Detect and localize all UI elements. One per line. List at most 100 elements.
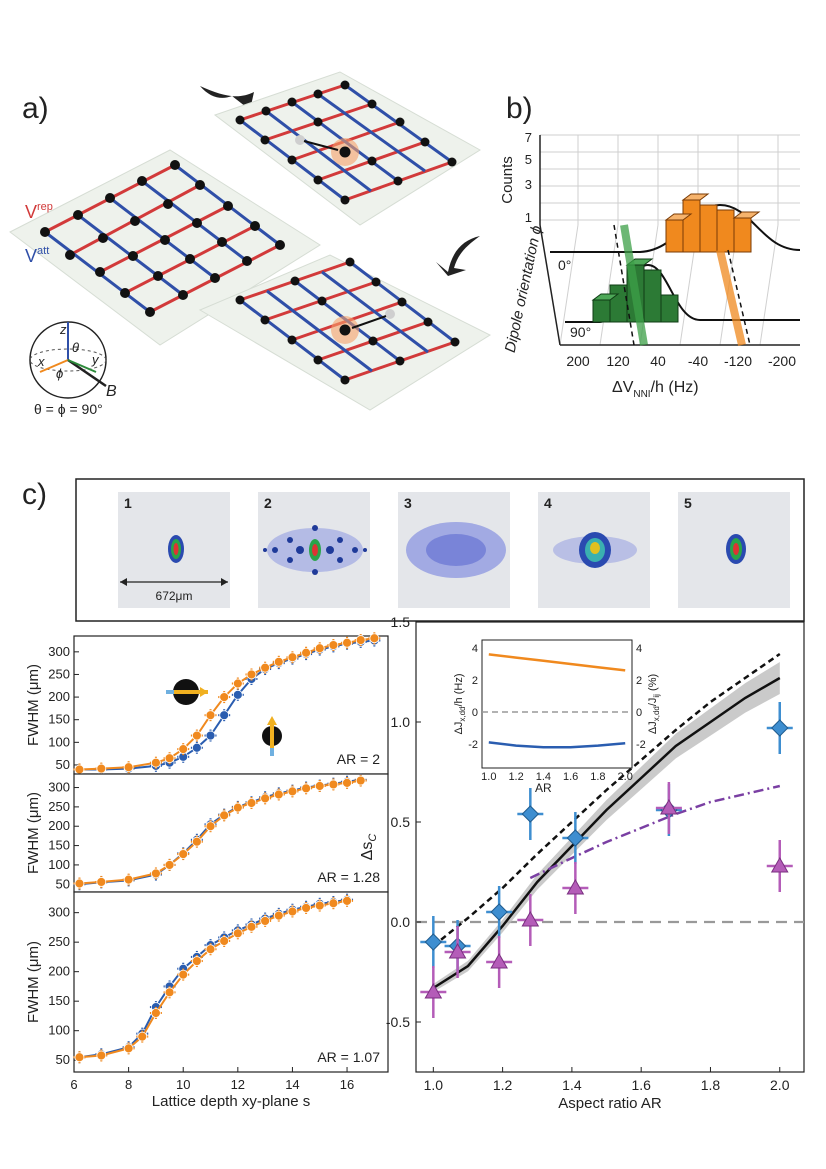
y-axis-label: FWHM (μm) — [25, 941, 42, 1023]
x-tick-label: 2.0 — [770, 1077, 790, 1093]
theory-line-dashed — [432, 652, 781, 947]
x-tick-label: 8 — [125, 1077, 132, 1092]
data-point — [219, 936, 230, 946]
count-tick: 3 — [525, 177, 532, 192]
plot-frame — [73, 773, 389, 893]
data-point — [191, 956, 202, 966]
x-axis-label: x — [37, 354, 45, 369]
y-tick-label: 0.0 — [391, 914, 411, 930]
inset-y-tick-right: 4 — [636, 643, 642, 655]
data-point — [178, 969, 189, 980]
data-point — [287, 906, 298, 917]
inset-frame — [481, 639, 633, 769]
y-axis-label: FWHM (μm) — [25, 792, 42, 874]
x-axis-label: Aspect ratio AR — [558, 1095, 662, 1112]
y-tick-label: 300 — [48, 644, 70, 659]
y-tick-label: 0.5 — [391, 814, 411, 830]
v-att-label: Vatt — [25, 245, 49, 266]
lattice-left — [9, 149, 321, 346]
data-point — [74, 764, 85, 775]
data-point — [123, 1043, 134, 1054]
data-point — [205, 730, 216, 741]
y-tick-label: 150 — [48, 838, 70, 853]
x-tick: -120 — [724, 353, 752, 369]
data-point — [164, 987, 175, 998]
data-point — [328, 898, 339, 909]
fwhm-plot-3: 50 100 150 200 250 300 FWHM (μm) AR = 1.07 6 8 10 1… — [25, 891, 389, 1110]
x-axis-label: Lattice depth xy-plane s — [152, 1093, 310, 1110]
inset-x-tick: 1.4 — [536, 771, 551, 783]
inset-x-tick: 1.2 — [508, 771, 523, 783]
count-tick: 1 — [525, 210, 532, 225]
data-point — [273, 910, 284, 921]
inset-y-label-right: ΔJx,dd/Jij (%) — [647, 674, 661, 734]
x-tick-label: 1.2 — [493, 1077, 513, 1093]
y-tick-label: 150 — [48, 993, 70, 1008]
data-point — [314, 643, 325, 654]
data-point — [219, 810, 230, 821]
inset-y-tick-right: -2 — [636, 739, 646, 751]
data-point — [191, 836, 202, 847]
y-tick-label: 150 — [48, 712, 70, 727]
x-tick-label: 1.0 — [424, 1077, 444, 1093]
y-tick-label: 300 — [48, 905, 70, 920]
inset-x-label: AR — [535, 781, 552, 795]
inset-x-tick: 1.8 — [590, 771, 605, 783]
triangle-marker — [521, 910, 540, 927]
uncertainty-band — [433, 662, 780, 992]
y-tick-label: 200 — [48, 689, 70, 704]
x-tick-label: 6 — [70, 1077, 77, 1092]
counts-axis-label: Counts — [499, 156, 516, 204]
y-axis-label: FWHM (μm) — [25, 664, 42, 746]
image-number: 1 — [124, 495, 132, 511]
data-point — [164, 860, 175, 870]
y-tick-label: 100 — [48, 857, 70, 872]
inset-x-tick: 1.6 — [563, 771, 578, 783]
inset-y-tick-right: 0 — [636, 707, 642, 719]
inset-y-tick-right: 2 — [636, 675, 642, 687]
x-tick: -40 — [688, 353, 708, 369]
inset-x-tick: 1.0 — [481, 771, 496, 783]
diamond-marker — [521, 805, 540, 823]
data-point — [205, 710, 216, 721]
theory-line-solid — [432, 676, 781, 990]
data-point — [260, 662, 271, 673]
y-tick-label: -0.5 — [386, 1014, 410, 1030]
data-point — [137, 1031, 148, 1042]
image-number: 4 — [544, 495, 552, 511]
y-tick-label: 50 — [56, 757, 70, 772]
inset-y-tick-left: 0 — [472, 707, 478, 719]
data-point — [232, 689, 243, 700]
data-point — [96, 1050, 107, 1061]
y-tick-label: 1.5 — [391, 614, 411, 630]
y-tick-label: 50 — [56, 876, 70, 891]
data-point — [273, 656, 284, 667]
plot-frame — [73, 891, 389, 1073]
image-number: 5 — [684, 495, 692, 511]
y-tick-label: 250 — [48, 666, 70, 681]
triangle-marker — [424, 982, 443, 999]
y-tick-label: 200 — [48, 818, 70, 833]
data-point — [191, 742, 202, 753]
dipole-icons — [166, 679, 282, 756]
data-point — [151, 868, 161, 879]
data-point — [151, 1008, 161, 1018]
data-point — [369, 633, 380, 644]
x-axis-label: ΔVNNI/h (Hz) — [612, 379, 699, 400]
data-point — [96, 763, 107, 774]
data-point — [123, 762, 134, 773]
data-point — [96, 877, 107, 887]
x-tick: -200 — [768, 353, 796, 369]
data-point — [191, 730, 202, 741]
data-point — [342, 637, 352, 648]
data-point — [342, 895, 352, 906]
data-point — [301, 903, 311, 913]
triangle-marker — [660, 798, 678, 815]
lattice-top — [213, 71, 481, 226]
inset-y-label-left: ΔJx,dd/h (Hz) — [453, 674, 467, 735]
x-tick-label: 14 — [285, 1077, 299, 1092]
y-tick-label: 200 — [48, 964, 70, 979]
diamond-marker — [566, 829, 585, 847]
fwhm-plot-2: 50 100 150 200 250 300 FWHM (μm) AR = 1.28 — [25, 773, 389, 893]
data-point — [287, 786, 298, 797]
